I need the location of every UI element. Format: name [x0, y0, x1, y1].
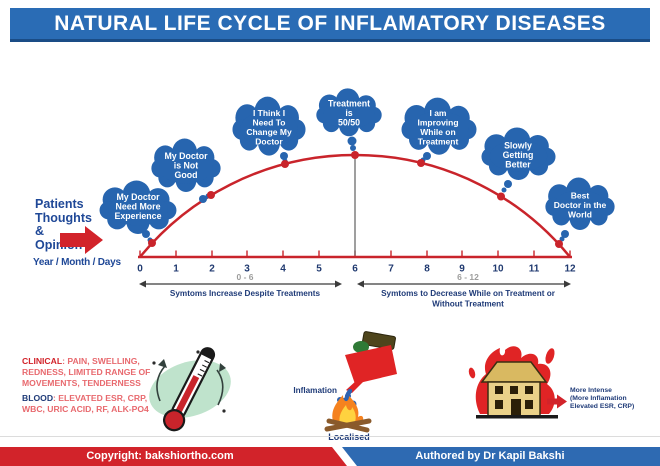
bubble-text: While on: [420, 127, 455, 137]
clinical-label: CLINICAL: [22, 356, 63, 366]
phase-right-label-line: Without Treatment: [432, 300, 504, 309]
bubble-text: Getting: [503, 150, 534, 160]
bubble-text: 50/50: [338, 118, 360, 128]
tick-label: 7: [388, 264, 394, 275]
campfire-icon: [324, 331, 397, 433]
bubble-text: Need More: [116, 202, 161, 212]
findings-legend: CLINICAL: PAIN, SWELLING, REDNESS, LIMIT…: [22, 356, 164, 420]
bubble-text: Experience: [115, 211, 162, 221]
bubble-text: My Doctor: [116, 192, 160, 202]
clinical-text: : PAIN, SWELLING, REDNESS, LIMITED RANGE…: [22, 356, 151, 388]
tick-label: 8: [424, 264, 430, 275]
thought-bubble-2: My Doctor is Not Good: [151, 138, 221, 203]
tick-label: 2: [209, 264, 215, 275]
axis-tick-labels: 0 1 2 3 4 5 6 7 8 9 10 11 12: [137, 264, 576, 275]
tick-label: 10: [492, 264, 504, 275]
page-title: NATURAL LIFE CYCLE OF INFLAMATORY DISEAS…: [54, 11, 606, 35]
data-point: [351, 151, 359, 159]
phase-right-range: 6 - 12: [457, 272, 479, 282]
arrowhead-icon: [139, 280, 146, 288]
tick-label: 9: [459, 264, 465, 275]
bubble-text: Treatment: [418, 137, 459, 147]
bubble-text: I Think I: [253, 108, 285, 118]
title-banner: NATURAL LIFE CYCLE OF INFLAMATORY DISEAS…: [10, 8, 650, 42]
phase-right-label-line: Symtoms to Decrease While on Treatment o…: [381, 289, 556, 298]
bubble-text: Slowly: [504, 141, 532, 151]
data-point: [148, 239, 156, 247]
patients-arrow-icon: [60, 226, 103, 254]
bubble-text: Treatment: [328, 99, 370, 109]
bubble-text: Better: [505, 160, 531, 170]
more-intense-arrow-icon: [547, 394, 567, 409]
arrowhead-icon: [357, 280, 364, 288]
blood-text: : ELEVATED ESR, CRP, WBC, URIC ACID, RF,…: [22, 393, 149, 415]
footer-divider: [0, 436, 660, 437]
blood-findings: BLOOD: ELEVATED ESR, CRP, WBC, URIC ACID…: [22, 393, 164, 415]
data-point: [281, 160, 289, 168]
house-caption-line: Elevated ESR, CRP): [570, 403, 634, 410]
bubble-text: Doctor in the: [554, 200, 607, 210]
data-points: [148, 151, 563, 248]
burning-house-icon: [468, 346, 558, 419]
data-point: [207, 191, 215, 199]
bubble-text: World: [568, 210, 592, 220]
tick-label: 12: [564, 264, 576, 275]
bubble-text: Improving: [417, 118, 458, 128]
thought-bubble-6: Slowly Getting Better: [481, 127, 556, 193]
axis-caption: Year / Month / Days: [33, 257, 121, 268]
thought-bubble-1: My Doctor Need More Experience: [99, 180, 177, 243]
data-point: [555, 240, 563, 248]
tick-label: 1: [173, 264, 179, 275]
thought-bubble-5: I am Improving While on Treatment: [401, 97, 477, 163]
author-text: Authored by Dr Kapil Bakshi: [415, 450, 565, 462]
thought-bubble-7: Best Doctor in the World: [545, 177, 615, 242]
phase-left-label: Symtoms Increase Despite Treatments: [170, 289, 321, 298]
arrowhead-icon: [564, 280, 571, 288]
house-caption-line: More Intense: [570, 387, 612, 394]
data-point: [417, 159, 425, 167]
patients-thoughts-label: Patients Thoughts & Opinion: [35, 197, 92, 252]
footer-blue-band: [342, 447, 660, 466]
phase-left-range: 0 - 6: [236, 272, 253, 282]
tick-label: 5: [316, 264, 322, 275]
bubble-text: Need To: [253, 118, 286, 128]
bubble-text: Doctor: [255, 137, 283, 147]
bubble-text: is: [345, 108, 352, 118]
localised-label: Localised: [328, 432, 370, 442]
house-caption-line: (More Inflamation: [570, 395, 627, 402]
bubble-text: Change My: [246, 127, 292, 137]
arrowhead-icon: [335, 280, 342, 288]
inflamation-label: Inflamation: [293, 386, 337, 395]
footer-red-band: [0, 447, 347, 466]
thought-bubble-4: Treatment is 50/50: [316, 88, 382, 151]
tick-label: 6: [352, 264, 358, 275]
tick-label: 0: [137, 264, 143, 275]
bubble-text: Best: [571, 191, 590, 201]
data-point: [497, 192, 505, 201]
bubble-text: is Not: [174, 161, 199, 171]
patients-line: &: [35, 224, 45, 238]
bubble-text: My Doctor: [164, 151, 208, 161]
patients-line: Patients: [35, 197, 84, 211]
bubble-text: Good: [175, 170, 198, 180]
bubble-text: I am: [429, 108, 446, 118]
patients-line: Thoughts: [35, 210, 92, 225]
tick-label: 3: [244, 264, 250, 275]
thought-bubble-3: I Think I Need To Change My Doctor: [232, 96, 306, 164]
thermometer-icon: [149, 347, 231, 432]
tick-label: 4: [280, 264, 286, 275]
tick-label: 11: [529, 264, 540, 275]
blood-label: BLOOD: [22, 393, 54, 404]
axis-tick-marks: [139, 250, 571, 256]
copyright-text: Copyright: bakshiortho.com: [86, 450, 234, 462]
clinical-findings: CLINICAL: PAIN, SWELLING, REDNESS, LIMIT…: [22, 356, 164, 388]
